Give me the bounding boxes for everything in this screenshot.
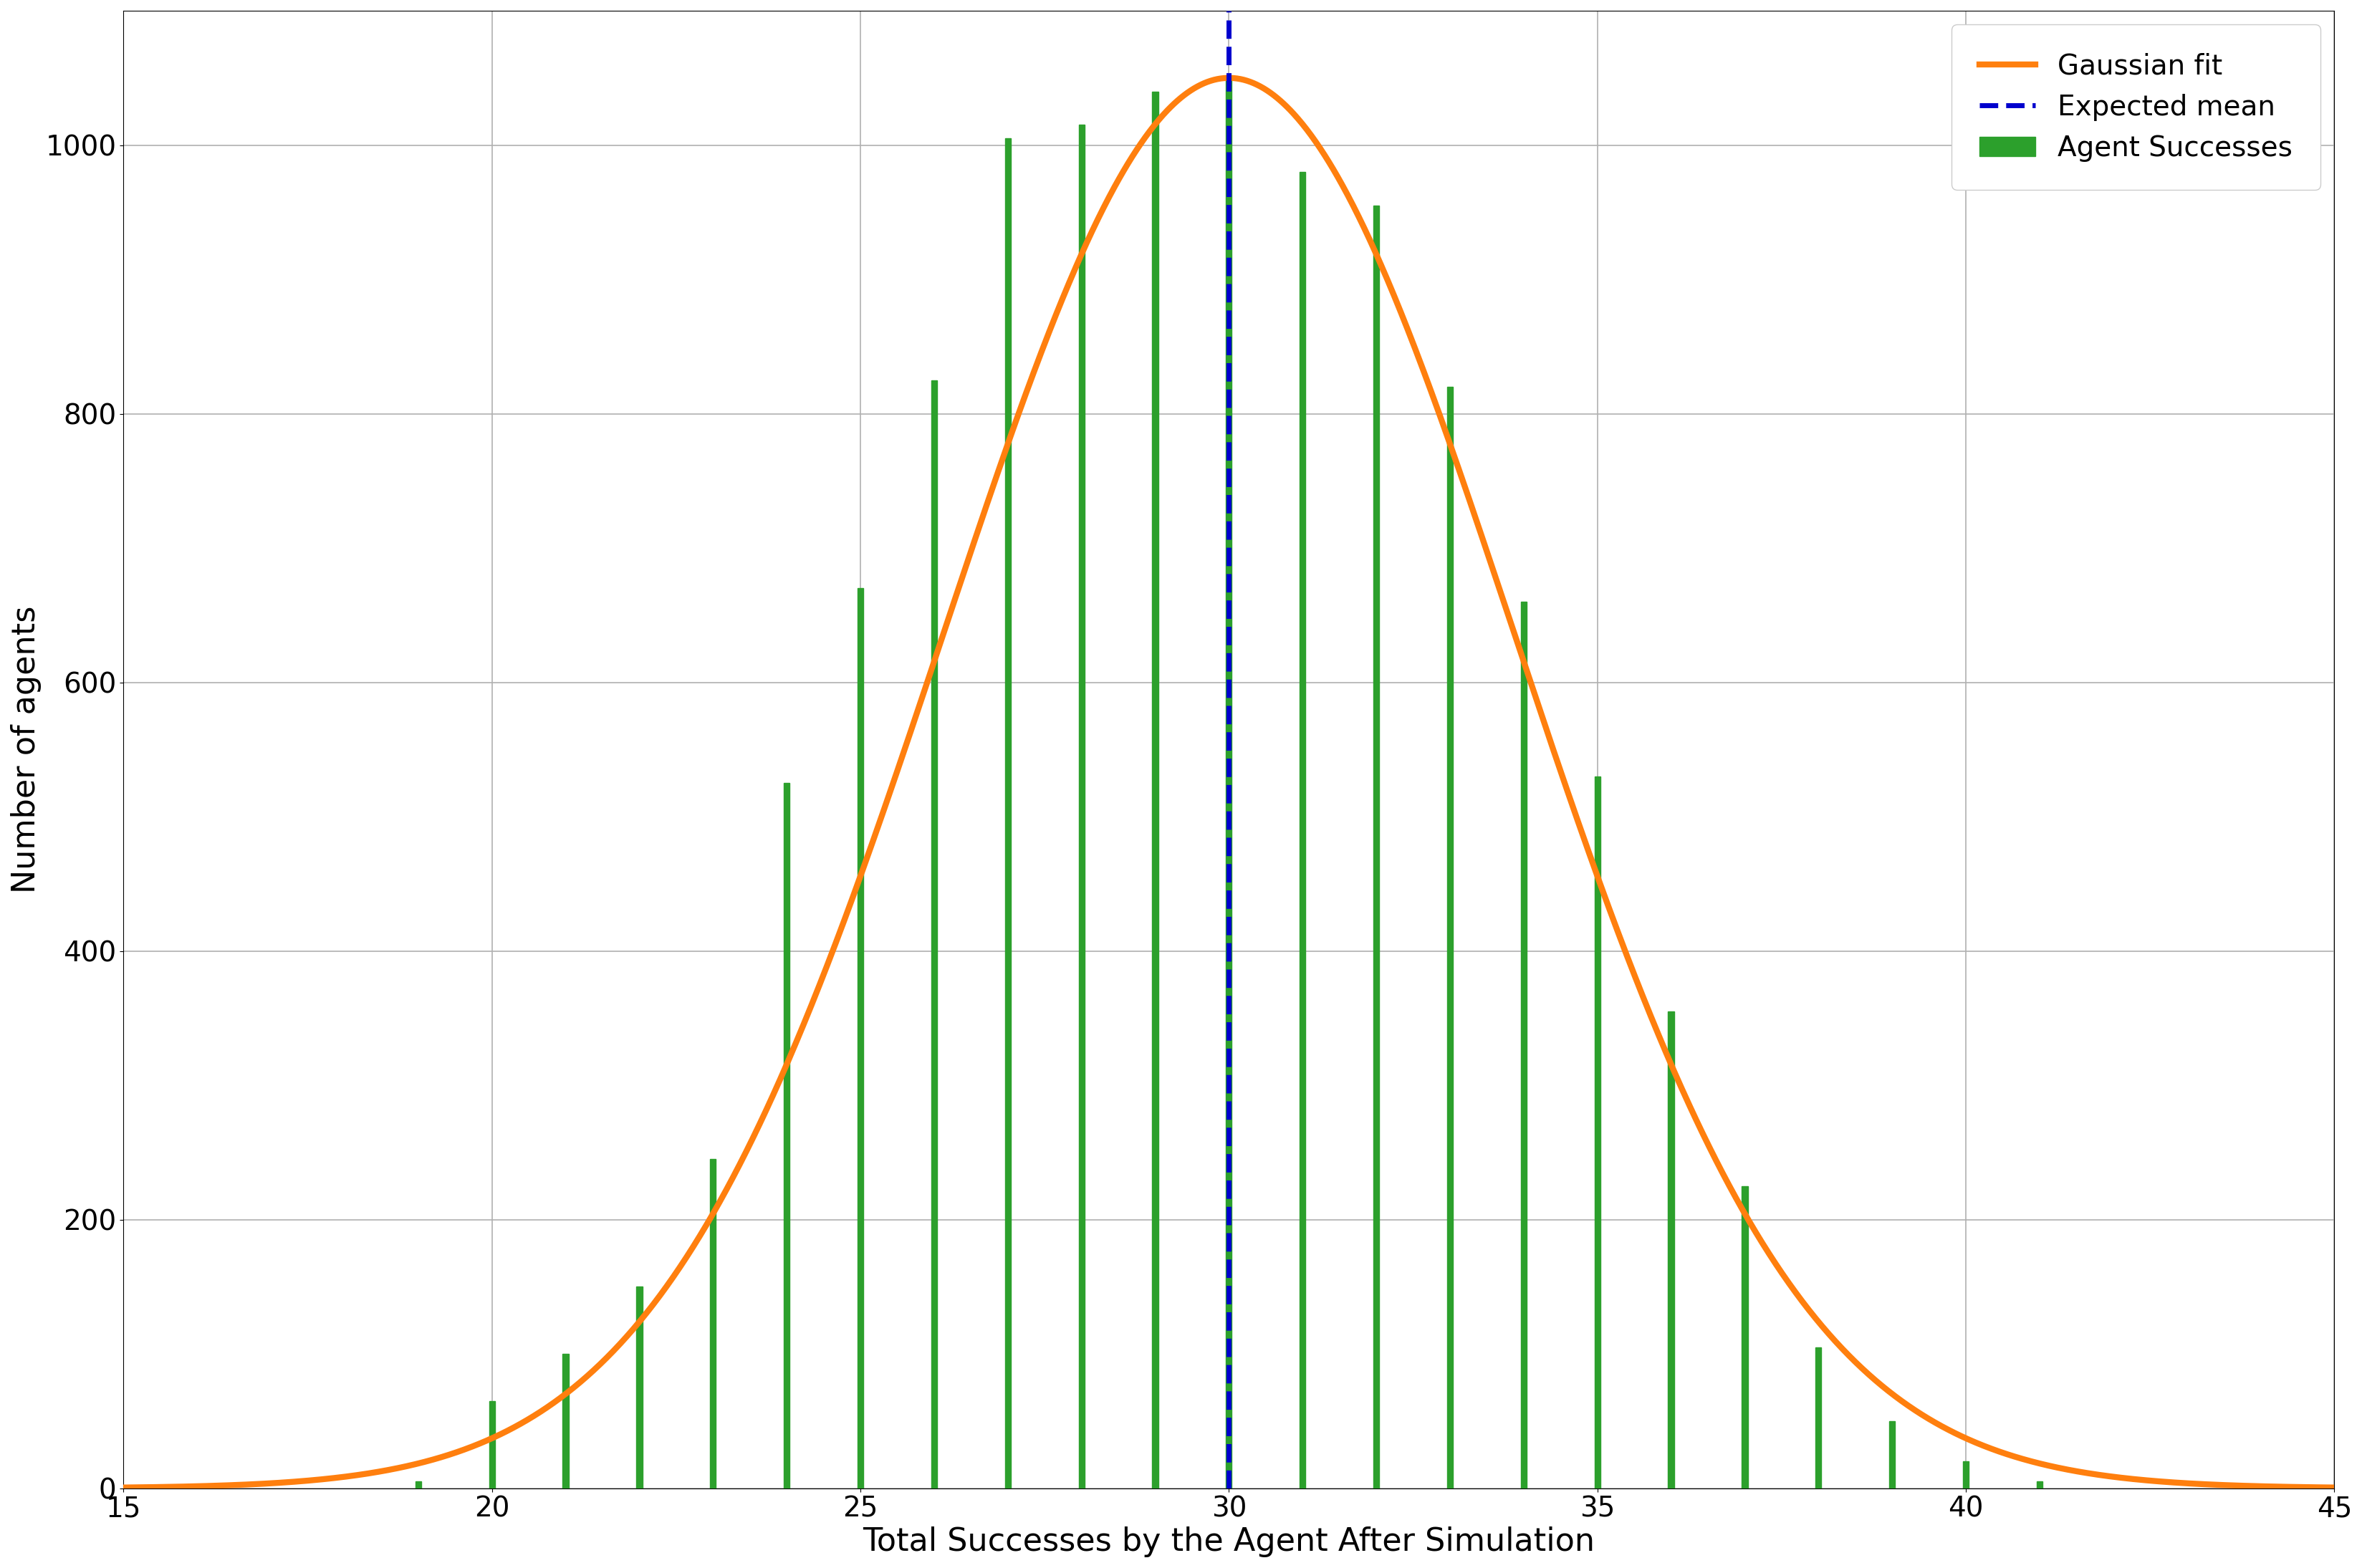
Bar (635, 1287, 642, 1488)
Bar (1963, 1461, 1968, 1488)
Bar (1077, 125, 1084, 1488)
Bar (1594, 776, 1599, 1488)
Bar (1226, 78, 1231, 1488)
Bar (1446, 387, 1453, 1488)
Bar (1521, 602, 1526, 1488)
Bar (1741, 1185, 1748, 1488)
Bar (562, 1355, 569, 1488)
Legend: Gaussian fit, Expected mean, Agent Successes: Gaussian fit, Expected mean, Agent Succe… (1951, 25, 2319, 190)
Y-axis label: Number of agents: Number of agents (12, 605, 43, 894)
Bar (1890, 1421, 1894, 1488)
Bar (931, 379, 938, 1488)
Bar (1372, 205, 1379, 1488)
Bar (1004, 138, 1011, 1488)
Bar (857, 588, 862, 1488)
Bar (1153, 91, 1157, 1488)
Bar (1299, 172, 1306, 1488)
Bar (711, 1159, 716, 1488)
Bar (2036, 1482, 2041, 1488)
X-axis label: Total Successes by the Agent After Simulation: Total Successes by the Agent After Simul… (862, 1527, 1594, 1557)
Bar (489, 1400, 494, 1488)
Bar (416, 1482, 420, 1488)
Bar (1814, 1347, 1821, 1488)
Bar (784, 782, 789, 1488)
Bar (1668, 1011, 1675, 1488)
